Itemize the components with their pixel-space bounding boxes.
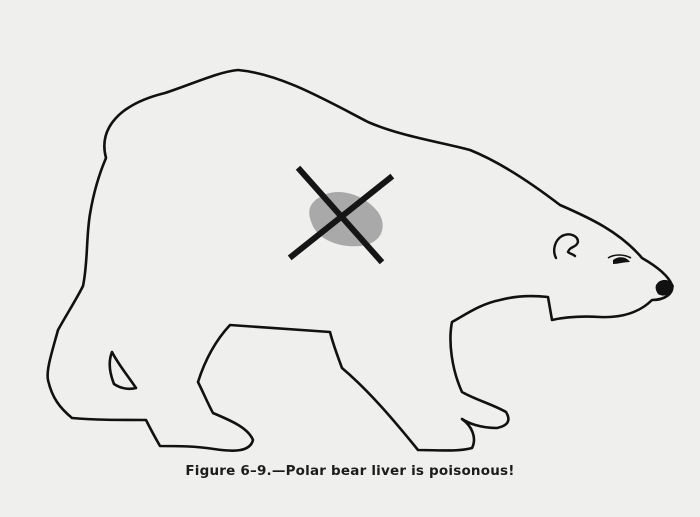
x-mark-icon — [287, 165, 395, 265]
bear-nose-icon — [655, 279, 674, 296]
bear-ear-icon — [553, 233, 580, 260]
figure-caption: Figure 6–9.—Polar bear liver is poisonou… — [185, 463, 515, 479]
bear-eye-icon — [607, 254, 632, 264]
polar-bear-outline-icon — [46, 68, 674, 452]
